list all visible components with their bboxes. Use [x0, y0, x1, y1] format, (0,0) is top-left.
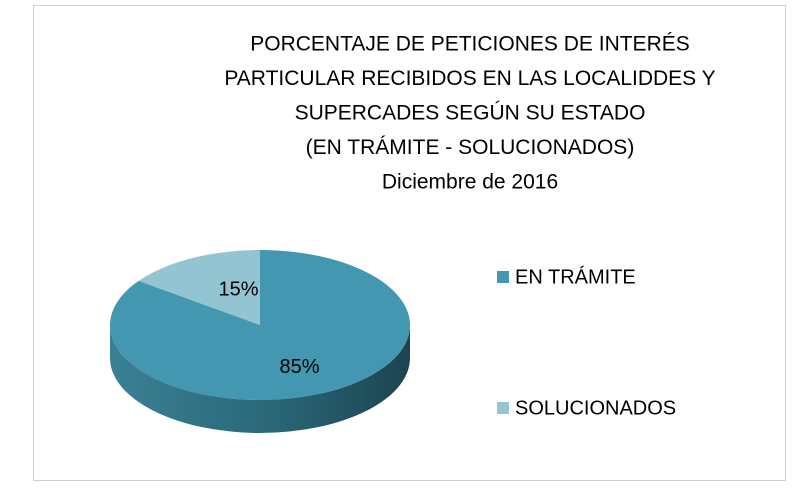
legend-label: EN TRÁMITE — [515, 265, 636, 288]
data-label: 85% — [279, 356, 319, 378]
chart-title: Diciembre de 2016 — [382, 171, 558, 194]
chart-title: PORCENTAJE DE PETICIONES DE INTERÉS — [250, 33, 690, 56]
pie-side — [110, 325, 410, 433]
chart-title: (EN TRÁMITE - SOLUCIONADOS) — [306, 136, 635, 159]
chart-title: PARTICULAR RECIBIDOS EN LAS LOCALIDDES Y — [224, 67, 715, 90]
data-label: 15% — [218, 279, 258, 301]
chart-title: SUPERCADES SEGÚN SU ESTADO — [295, 102, 646, 125]
legend-swatch — [497, 271, 509, 283]
legend-label: SOLUCIONADOS — [515, 397, 676, 419]
pie-slice — [138, 250, 260, 325]
legend-swatch — [497, 402, 509, 414]
